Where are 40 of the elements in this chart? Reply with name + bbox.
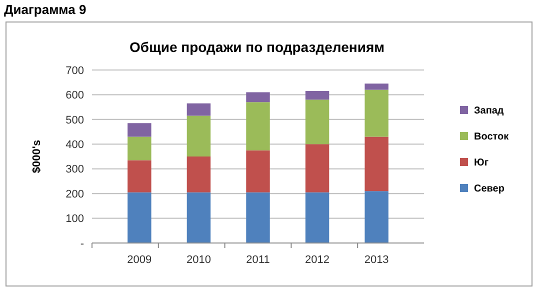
bar: [186, 116, 211, 156]
chart-title: Общие продажи по подразделениям: [130, 39, 384, 55]
bar: [364, 84, 388, 90]
legend-label: Юг: [474, 158, 488, 168]
y-tick-label: 400: [66, 138, 84, 151]
legend-label: Запад: [474, 106, 504, 116]
bar: [364, 136, 388, 192]
y-tick-label: 500: [66, 114, 84, 126]
legend-label: Восток: [474, 132, 510, 142]
bar: [364, 191, 388, 243]
bar: [305, 100, 330, 144]
bar: [246, 150, 270, 192]
x-tick-label: 2011: [246, 254, 270, 266]
y-tick-label: 100: [66, 213, 84, 226]
y-axis-title: $000's: [31, 140, 43, 174]
y-tick-label: 700: [66, 64, 84, 77]
bar: [246, 192, 270, 243]
bar: [186, 156, 211, 192]
legend-label: Север: [474, 184, 504, 194]
bar: [305, 91, 330, 100]
bar: [246, 102, 270, 150]
bar: [186, 192, 211, 243]
y-tick-label: 200: [66, 188, 84, 200]
y-tick-label: -: [80, 238, 84, 250]
bar: [128, 123, 152, 137]
bar: [128, 136, 152, 160]
bar: [364, 90, 388, 137]
bar: [305, 144, 330, 192]
bar: [128, 192, 152, 243]
x-tick-label: 2009: [127, 254, 152, 266]
y-tick-label: 600: [66, 90, 84, 102]
bar: [186, 103, 211, 116]
bar: [128, 160, 152, 192]
bar: [246, 92, 270, 102]
x-tick-label: 2013: [364, 254, 389, 266]
text: Диаграмма 9: [4, 2, 86, 17]
bar: [305, 192, 330, 243]
x-tick-label: 2012: [305, 254, 330, 266]
x-tick-label: 2010: [186, 254, 211, 266]
y-tick-label: 300: [66, 164, 84, 176]
